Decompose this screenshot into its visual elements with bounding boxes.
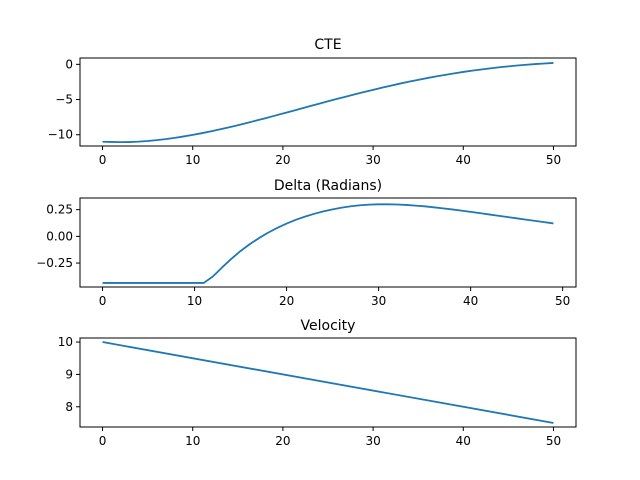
cte-x-tick-label: 30: [365, 153, 380, 167]
delta-title: Delta (Radians): [274, 178, 382, 194]
cte-axes-frame: [79, 57, 577, 147]
delta-axes-frame: [79, 197, 577, 288]
velocity-ticks: 0 10 20 30 40 50 10 9 8: [58, 335, 561, 448]
cte-x-tick-label: 50: [546, 153, 561, 167]
velocity-y-tick-label: 8: [65, 400, 73, 414]
velocity-y-tick-label: 10: [58, 335, 73, 349]
velocity-x-tick-label: 50: [546, 434, 561, 448]
cte-ticks: 0 10 20 30 40 50 0 −5 −10: [48, 57, 561, 167]
subplot-cte: CTE 0 10 20 30 40 50 0 −5 −10: [48, 37, 577, 167]
delta-y-tick-label: 0.25: [46, 203, 73, 217]
cte-x-tick-label: 40: [456, 153, 471, 167]
velocity-x-tick-label: 30: [365, 434, 380, 448]
cte-y-tick-label: 0: [65, 57, 73, 71]
delta-x-tick-label: 10: [187, 294, 202, 308]
cte-x-tick-label: 20: [275, 153, 290, 167]
velocity-axes-frame: [79, 337, 577, 428]
velocity-x-tick-label: 10: [185, 434, 200, 448]
cte-y-tick-label: −5: [55, 93, 73, 107]
delta-ticks: 0 10 20 30 40 50 0.25 0.00 −0.25: [36, 203, 570, 308]
delta-x-tick-label: 40: [463, 294, 478, 308]
velocity-x-tick-label: 20: [275, 434, 290, 448]
delta-x-tick-label: 0: [99, 294, 107, 308]
delta-y-tick-label: 0.00: [46, 229, 73, 243]
velocity-title: Velocity: [301, 318, 356, 334]
velocity-x-tick-label: 40: [456, 434, 471, 448]
delta-x-tick-label: 20: [279, 294, 294, 308]
cte-x-tick-label: 0: [99, 153, 107, 167]
delta-line: [102, 203, 554, 284]
delta-x-tick-label: 50: [555, 294, 570, 308]
velocity-line: [102, 341, 554, 424]
cte-line: [102, 62, 554, 144]
cte-x-tick-label: 10: [185, 153, 200, 167]
velocity-x-tick-label: 0: [99, 434, 107, 448]
delta-y-tick-label: −0.25: [36, 256, 73, 270]
velocity-y-tick-label: 9: [65, 367, 73, 381]
cte-title: CTE: [314, 37, 341, 53]
delta-x-tick-label: 30: [371, 294, 386, 308]
subplot-velocity: Velocity 0 10 20 30 40 50 10 9 8: [58, 318, 577, 448]
subplot-delta: Delta (Radians) 0 10 20 30 40 50 0.25 0.00 −0.25: [36, 178, 577, 308]
cte-y-tick-label: −10: [48, 128, 73, 142]
